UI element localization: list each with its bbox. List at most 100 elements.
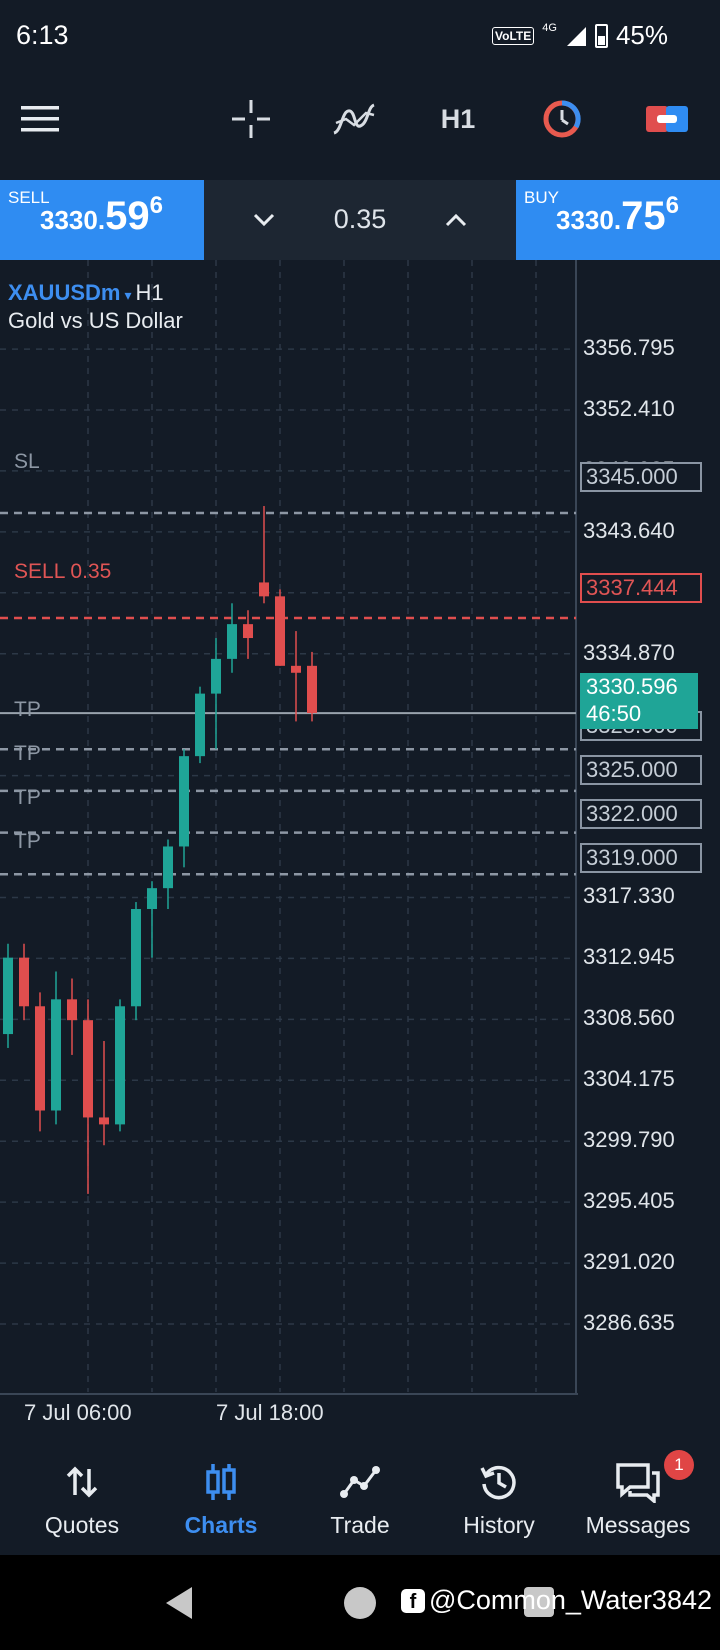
bar-countdown: 46:50 [586, 701, 642, 726]
candle-bear [35, 1006, 45, 1111]
candle-bull [195, 693, 205, 757]
price-axis-label: 3356.795 [583, 335, 675, 361]
price-axis-label: 3295.405 [583, 1188, 675, 1214]
candle-bull [3, 957, 13, 1035]
candle-bear [243, 624, 253, 639]
tp-line-label: TP [14, 786, 41, 809]
sell-level-box[interactable]: 3337.444 [580, 573, 702, 603]
candle-bull [131, 909, 141, 1007]
signal-icon [566, 26, 586, 46]
nav-messages[interactable]: Messages 1 [568, 1440, 708, 1555]
indicators-icon [333, 103, 375, 135]
price-axis-label: 3299.790 [583, 1127, 675, 1153]
nav-trade[interactable]: Trade [290, 1440, 430, 1555]
tp-line-label: TP [14, 742, 41, 765]
indicators-button[interactable] [330, 94, 378, 144]
nav-history[interactable]: History [429, 1440, 569, 1555]
lot-increase-button[interactable] [438, 204, 474, 236]
nav-charts[interactable]: Charts [151, 1440, 291, 1555]
trade-bar: SELL 3330.596 0.35 BUY 3330.756 [0, 180, 720, 260]
chevron-up-icon [445, 213, 467, 227]
timer-icon [543, 100, 581, 138]
candle-bear [307, 665, 317, 714]
candle-bull [51, 999, 61, 1111]
status-indicators: VoLTE 4G 45% [492, 20, 668, 51]
candle-bear [99, 1117, 109, 1125]
chart-toolbar: H1 [0, 74, 720, 180]
price-axis-label: 3343.640 [583, 517, 675, 543]
trade-icon [340, 1466, 380, 1498]
sl-line-label: SL [14, 450, 40, 473]
price-axis-label: 3308.560 [583, 1005, 675, 1031]
candle-bull [179, 756, 189, 847]
network-type: 4G [542, 21, 557, 34]
tp-level-box[interactable]: 3322.000 [580, 799, 702, 829]
history-icon [480, 1465, 516, 1500]
system-navigation-bar: f @Common_Water3842 [0, 1555, 720, 1650]
price-axis-label: 3286.635 [583, 1310, 675, 1335]
candle-bear [275, 596, 285, 666]
hamburger-icon [21, 106, 59, 132]
candle-bear [19, 957, 29, 1007]
quotes-icon [66, 1466, 98, 1498]
sell-line-label: SELL 0.35 [14, 560, 112, 583]
charts-icon [206, 1464, 236, 1500]
sell-label: SELL [8, 188, 50, 207]
messages-icon [616, 1463, 660, 1503]
sl-level-box[interactable]: 3345.000 [580, 462, 702, 492]
price-axis-label: 3334.870 [583, 639, 675, 665]
recents-icon[interactable] [522, 1585, 556, 1619]
nav-quotes[interactable]: Quotes [12, 1440, 152, 1555]
crosshair-icon [232, 100, 270, 138]
sell-price: 3330.596 [40, 192, 163, 238]
candle-bull [147, 888, 157, 910]
crosshair-button[interactable] [228, 94, 274, 144]
price-axis-label: 3352.410 [583, 396, 675, 421]
timeframe-label: H1 [440, 103, 476, 134]
buy-price: 3330.756 [556, 192, 679, 238]
price-axis-label: 3304.175 [583, 1066, 675, 1092]
symbol-timeframe: H1 [135, 280, 164, 305]
price-chart[interactable] [0, 260, 720, 1400]
facebook-icon: f [400, 1588, 425, 1613]
candle-bear [67, 999, 77, 1021]
time-label: 7 Jul 06:00 [24, 1400, 132, 1425]
home-icon[interactable] [342, 1585, 378, 1621]
status-time: 6:13 [16, 20, 69, 50]
tp-level-box[interactable]: 3319.000 [580, 843, 702, 873]
symbol-name: XAUUSDm [8, 280, 121, 305]
messages-badge: 1 [664, 1450, 694, 1480]
symbol-header[interactable]: XAUUSDm ▾ H1 [8, 280, 164, 306]
sell-button[interactable]: SELL 3330.596 [0, 180, 204, 260]
lot-size-input[interactable]: 0.35 [333, 204, 387, 234]
tp-level-box[interactable]: 3325.000 [580, 755, 702, 785]
candle-bear [83, 1020, 93, 1118]
current-price-box: 3330.596 46:50 [580, 673, 698, 729]
status-bar: 6:13 VoLTE 4G 45% [0, 0, 720, 74]
timeframe-button[interactable]: H1 [432, 94, 484, 144]
candle-bull [115, 1006, 125, 1125]
back-icon[interactable] [162, 1585, 196, 1621]
symbol-description: Gold vs US Dollar [8, 308, 183, 333]
timer-button[interactable] [540, 94, 584, 144]
candle-bull [227, 624, 237, 659]
caret-down-icon: ▾ [124, 287, 132, 303]
battery-icon [594, 23, 608, 48]
lot-decrease-button[interactable] [246, 204, 282, 236]
tp-line-label: TP [14, 830, 41, 853]
time-label: 7 Jul 18:00 [216, 1400, 324, 1425]
candle-bear [259, 582, 269, 597]
menu-button[interactable] [18, 94, 62, 144]
watermark: f @Common_Water3842 [400, 1585, 712, 1616]
bottom-navigation: Quotes Charts Trade History Messages 1 [0, 1440, 720, 1555]
price-axis-label: 3312.945 [583, 944, 675, 970]
candle-bear [291, 665, 301, 673]
watermark-text: @Common_Water3842 [428, 1585, 712, 1615]
chevron-down-icon [253, 213, 275, 227]
buy-button[interactable]: BUY 3330.756 [516, 180, 720, 260]
one-click-trading-icon [646, 106, 688, 132]
one-click-trading-button[interactable] [644, 94, 690, 144]
price-axis-label: 3291.020 [583, 1249, 675, 1275]
current-price: 3330.596 [586, 674, 678, 699]
tp-line-label: TP [14, 698, 41, 721]
